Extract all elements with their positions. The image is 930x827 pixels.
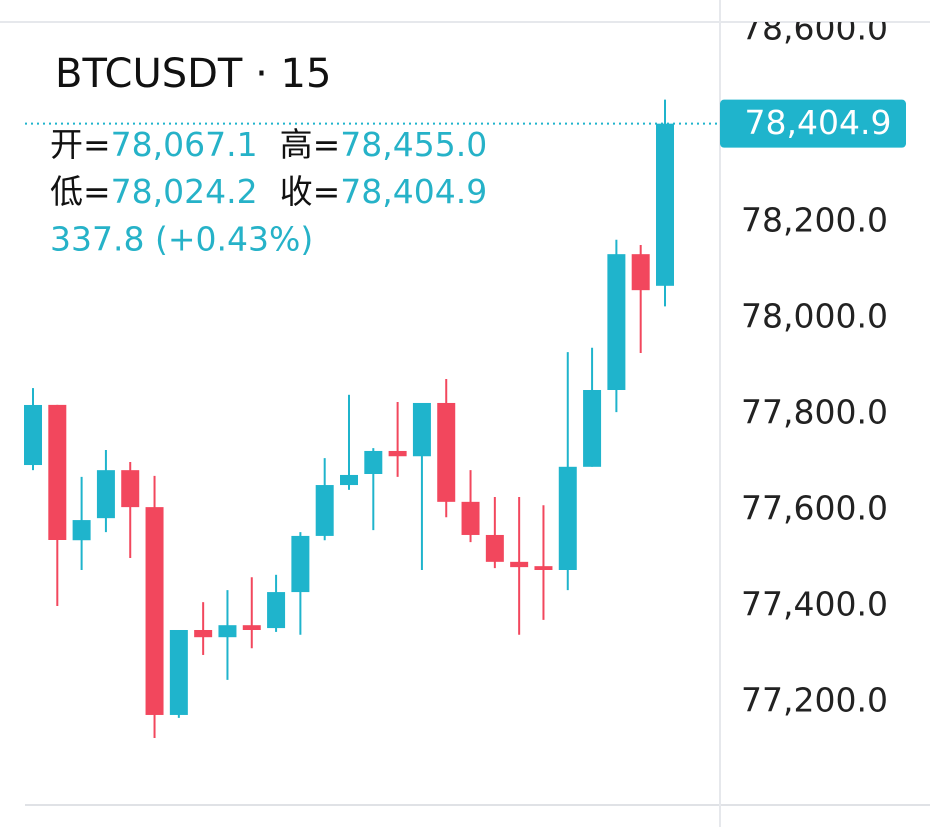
value: 78,024.2 xyxy=(111,172,258,211)
chart-title: BTCUSDT · 15 xyxy=(55,51,331,97)
candle-body xyxy=(607,254,626,391)
value: 78,455.0 xyxy=(340,125,487,164)
candle-body xyxy=(485,534,504,562)
last-price-label: 78,404.9 xyxy=(745,103,892,142)
candle-body xyxy=(437,402,456,502)
candle-body xyxy=(145,507,164,715)
y-tick-label: 78,600.0 xyxy=(741,9,888,48)
candle-body xyxy=(194,629,213,638)
label: 收= xyxy=(280,172,341,211)
candle-body xyxy=(412,402,431,457)
candle-body xyxy=(510,561,529,568)
y-tick-label: 77,400.0 xyxy=(741,584,888,623)
candle-body xyxy=(461,501,480,535)
label: 高= xyxy=(280,125,341,164)
change: 337.8 (+0.43%) xyxy=(50,220,313,259)
candle-body xyxy=(121,470,140,508)
y-tick-label: 78,000.0 xyxy=(741,297,888,336)
info-line: 开=78,067.1 高=78,455.0 xyxy=(50,125,487,164)
y-tick-label: 77,600.0 xyxy=(741,489,888,528)
candle-body xyxy=(558,466,577,570)
label: 开= xyxy=(50,125,111,164)
candle-body xyxy=(291,535,310,593)
candle-body xyxy=(242,625,261,630)
candle-body xyxy=(169,629,188,715)
y-tick-label: 78,200.0 xyxy=(741,201,888,240)
y-tick-label: 77,200.0 xyxy=(741,680,888,719)
candle-body xyxy=(631,254,650,291)
candle-body xyxy=(534,566,553,570)
label: 低= xyxy=(50,172,111,211)
last-price-box xyxy=(720,99,906,148)
candle-body xyxy=(48,404,67,541)
candle-body xyxy=(656,123,674,286)
candle-body xyxy=(96,470,115,519)
candle-body xyxy=(72,520,91,541)
candle-body xyxy=(267,592,286,629)
candle-body xyxy=(218,625,237,638)
value: 78,404.9 xyxy=(340,172,487,211)
y-tick-label: 77,800.0 xyxy=(741,393,888,432)
candle-body xyxy=(315,485,334,536)
candle-body xyxy=(388,450,407,457)
info-line: 低=78,024.2 收=78,404.9 xyxy=(50,172,487,211)
candle-body xyxy=(583,390,602,467)
candle-body xyxy=(24,404,42,466)
candle-body xyxy=(340,474,358,486)
candle-body xyxy=(364,450,383,475)
value: 78,067.1 xyxy=(111,125,258,164)
